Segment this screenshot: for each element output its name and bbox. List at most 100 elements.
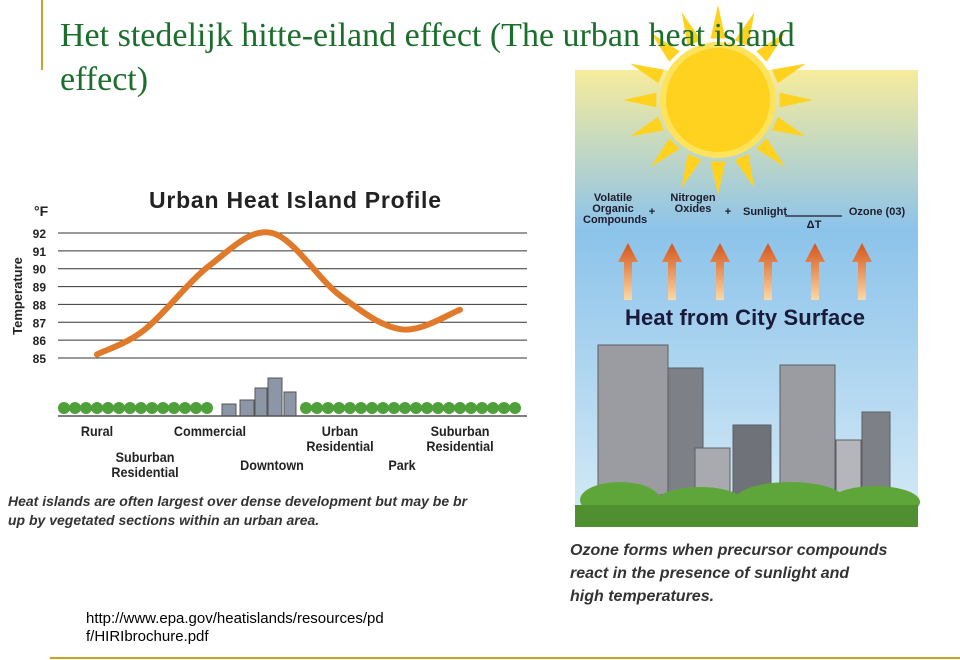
- y-tick-label: 91: [33, 245, 47, 259]
- building: [267, 377, 283, 417]
- sun-ray: [772, 116, 806, 137]
- sun-ray: [681, 154, 702, 188]
- formula-term: Volatile Organic Compounds: [583, 192, 648, 226]
- figure-caption: react in the presence of sunlight and: [570, 565, 850, 582]
- formula-term: +: [648, 206, 656, 218]
- tree: [487, 402, 499, 414]
- tree: [80, 402, 92, 414]
- profile-figure: Urban Heat Island Profile °F Temperature…: [10, 187, 527, 417]
- heat-arrow: [618, 243, 638, 300]
- formula-term: Sunlight: [743, 206, 787, 218]
- unit-label: °F: [34, 203, 49, 219]
- tree: [388, 402, 400, 414]
- tree: [102, 402, 114, 414]
- y-axis-label: Temperature: [10, 257, 25, 335]
- sun-ray: [710, 5, 726, 39]
- sun-ray: [650, 138, 680, 168]
- tree: [476, 402, 488, 414]
- x-category-label: Urban Residential: [306, 423, 374, 454]
- sun-ray: [734, 154, 755, 188]
- formula-term: Nitrogen Oxides: [670, 192, 716, 215]
- tree: [168, 402, 180, 414]
- source-link: http://www.epa.gov/heatislands/resources…: [86, 610, 384, 627]
- sun-ray: [650, 32, 680, 62]
- tree: [146, 402, 158, 414]
- tree: [399, 402, 411, 414]
- tree: [366, 402, 378, 414]
- y-tick-label: 89: [33, 281, 47, 295]
- figure-caption: high temperatures.: [570, 588, 715, 605]
- building: [221, 403, 237, 417]
- tree: [135, 402, 147, 414]
- sun-ray: [734, 12, 755, 46]
- figure-caption: up by vegetated sections within an urban…: [8, 512, 320, 528]
- tree: [443, 402, 455, 414]
- source-link: f/HIRIbrochure.pdf: [86, 628, 209, 645]
- sun-ray: [630, 116, 664, 137]
- heat-arrow: [662, 243, 682, 300]
- formula-term: +: [724, 206, 732, 218]
- tree: [421, 402, 433, 414]
- tree: [113, 402, 125, 414]
- y-tick-label: 88: [33, 298, 47, 312]
- y-tick-label: 86: [33, 334, 47, 348]
- heat-arrow: [805, 243, 825, 300]
- tree: [432, 402, 444, 414]
- sun-ray: [779, 92, 813, 108]
- tree: [69, 402, 81, 414]
- tree: [344, 402, 356, 414]
- sun-ray: [710, 161, 726, 195]
- x-category-label: Suburban Residential: [111, 449, 179, 480]
- profile-title: Urban Heat Island Profile: [149, 187, 441, 213]
- building: [254, 387, 268, 417]
- formula-term: Ozone (03): [848, 206, 906, 218]
- tree: [201, 402, 213, 414]
- tree: [300, 402, 312, 414]
- x-category-label: Suburban Residential: [426, 423, 494, 454]
- sun-ray: [681, 12, 702, 46]
- tree: [124, 402, 136, 414]
- tree: [509, 402, 521, 414]
- delta-label: ΔT: [807, 219, 822, 231]
- slide-title: Het stedelijk hitte-eiland effect (The u…: [60, 17, 795, 98]
- sun-ray: [623, 92, 657, 108]
- y-tick-label: 90: [33, 263, 47, 277]
- x-category-label: Rural: [80, 423, 114, 439]
- tree: [333, 402, 345, 414]
- x-category-label: Commercial: [173, 423, 247, 439]
- heat-arrow: [710, 243, 730, 300]
- figure-caption: Ozone forms when precursor compounds: [570, 542, 888, 559]
- y-tick-label: 92: [33, 227, 47, 241]
- y-tick-label: 87: [33, 316, 47, 330]
- temperature-curve: [94, 229, 463, 358]
- ozone-figure: Heat from City Surface ΔT: [575, 5, 920, 527]
- sun-ray: [756, 138, 786, 168]
- tree: [179, 402, 191, 414]
- sun-ray: [756, 32, 786, 62]
- tree: [465, 402, 477, 414]
- tree: [498, 402, 510, 414]
- tree: [355, 402, 367, 414]
- tree: [190, 402, 202, 414]
- tree: [454, 402, 466, 414]
- tree: [377, 402, 389, 414]
- tree: [410, 402, 422, 414]
- heat-arrow: [758, 243, 778, 300]
- sun-ray: [772, 63, 806, 84]
- heat-arrow: [852, 243, 872, 300]
- tree: [91, 402, 103, 414]
- tree: [58, 402, 70, 414]
- figure-caption: Heat islands are often largest over dens…: [8, 493, 468, 509]
- building: [283, 391, 297, 417]
- x-category-label: Downtown: [240, 457, 304, 473]
- tree: [322, 402, 334, 414]
- building: [239, 399, 255, 417]
- y-tick-label: 85: [33, 352, 47, 366]
- tree: [157, 402, 169, 414]
- x-category-label: Park: [388, 457, 416, 473]
- tree: [311, 402, 323, 414]
- figure-heading: Heat from City Surface: [625, 305, 865, 330]
- sun-ray: [630, 63, 664, 84]
